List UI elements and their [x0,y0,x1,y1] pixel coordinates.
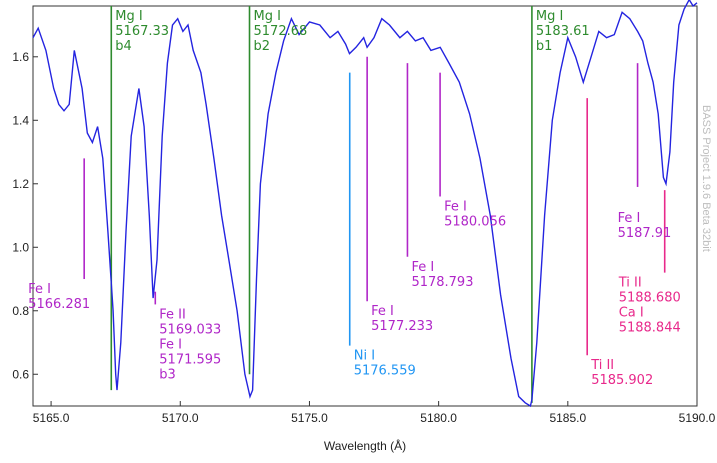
y-tick-label: 1.4 [12,113,29,127]
line-label: Mg I [254,9,281,24]
line-label: 5177.233 [371,319,433,334]
line-label: Fe I [371,304,394,319]
annotation-lines [83,6,666,403]
line-label: 5187.91 [618,226,672,241]
line-label: b3 [159,367,176,382]
line-label: 5169.033 [159,322,221,337]
line-label: b2 [254,39,271,54]
x-tick-label: 5175.0 [291,411,328,425]
line-label: 5167.33 [115,24,169,39]
line-label: 5188.680 [619,291,681,306]
spectrum-line [32,0,698,408]
x-tick-label: 5185.0 [549,411,586,425]
line-label: Ca I [619,306,644,321]
line-label: Fe II [159,307,186,322]
line-label: Fe I [444,199,467,214]
line-label: Mg I [115,9,142,24]
x-axis-title: Wavelength (Å) [324,438,406,453]
line-label: 5166.281 [28,297,90,312]
line-label: 5180.056 [444,214,506,229]
line-label: 5171.595 [159,352,221,367]
line-label: b1 [536,39,553,54]
line-label: 5188.844 [619,321,681,336]
y-axis: 0.6 0.8 1.0 1.2 1.4 1.6 [12,50,38,381]
y-tick-label: 1.0 [12,240,29,254]
x-tick-label: 5165.0 [33,411,70,425]
line-label: 5183.61 [536,24,590,39]
line-label: 5178.793 [411,275,473,290]
line-label: Mg I [536,9,563,24]
line-label: b4 [115,39,132,54]
y-tick-label: 1.2 [12,177,29,191]
x-tick-label: 5180.0 [420,411,457,425]
line-label: Ti II [590,358,614,373]
line-label: Fe I [411,260,434,275]
plot-area [32,5,698,407]
y-tick-label: 1.6 [12,50,29,64]
line-label: Ni I [354,349,375,364]
line-label: Fe I [28,282,51,297]
line-label: 5176.559 [354,364,416,379]
line-label: 5172.68 [254,24,308,39]
x-tick-label: 5190.0 [679,411,716,425]
y-tick-label: 0.6 [12,367,29,381]
line-label: Fe I [618,211,641,226]
watermark-text: BASS Project 1.9.6 Beta 32bit [700,105,712,252]
y-tick-label: 0.8 [12,304,29,318]
line-label: Fe I [159,337,182,352]
line-label: 5185.902 [591,373,653,388]
line-label: Ti II [618,276,642,291]
x-tick-label: 5170.0 [162,411,199,425]
x-axis: 5165.0 5170.0 5175.0 5180.0 5185.0 5190.0 [33,401,716,425]
